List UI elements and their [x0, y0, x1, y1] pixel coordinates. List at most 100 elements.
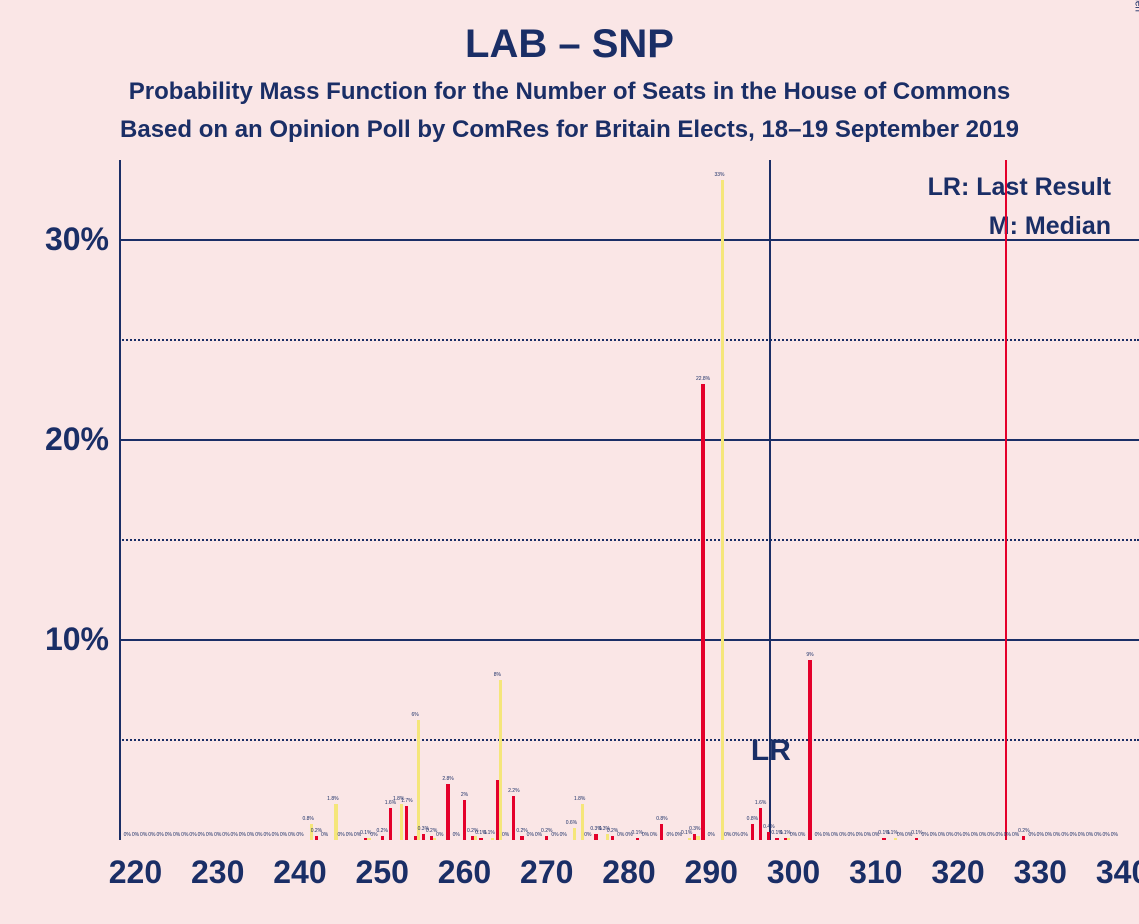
bar-series-a [1022, 836, 1025, 840]
bar-value-label: 0% [255, 832, 262, 838]
bar-series-a [496, 780, 499, 840]
bar-value-label: 0.3% [689, 826, 700, 832]
x-axis-tick-label: 330 [1000, 854, 1080, 891]
bar-series-a [422, 834, 425, 840]
y-axis-tick-label: 20% [19, 421, 109, 458]
chart-subtitle-2: Based on an Opinion Poll by ComRes for B… [0, 116, 1139, 144]
gridline-major [119, 639, 1139, 641]
bar-value-label: 0% [996, 832, 1003, 838]
bar-series-a [471, 836, 474, 840]
x-axis-tick-label: 340 [1083, 854, 1139, 891]
bar-series-a [405, 806, 408, 840]
bar-value-label: 0% [206, 832, 213, 838]
bar-series-a [660, 824, 663, 840]
bar-value-label: 0.2% [377, 828, 388, 834]
x-axis-tick-label: 250 [342, 854, 422, 891]
x-axis-tick-label: 260 [424, 854, 504, 891]
chart-subtitle-1: Probability Mass Function for the Number… [0, 78, 1139, 106]
gridline-minor [119, 739, 1139, 741]
bar-value-label: 0% [214, 832, 221, 838]
bar-series-a [915, 838, 918, 840]
bar-value-label: 0% [560, 832, 567, 838]
bar-value-label: 0% [963, 832, 970, 838]
bar-series-b [573, 828, 576, 840]
bar-value-label: 0% [847, 832, 854, 838]
bar-value-label: 0% [165, 832, 172, 838]
x-axis-tick-label: 220 [95, 854, 175, 891]
bar-value-label: 0% [527, 832, 534, 838]
bar-value-label: 0% [856, 832, 863, 838]
bar-value-label: 0% [667, 832, 674, 838]
gridline-minor [119, 539, 1139, 541]
chart-plot-area: LR0%0%0%0%0%0%0%0%0%0%0%0%0%0%0%0%0%0%0%… [119, 160, 1139, 840]
bar-series-a [463, 800, 466, 840]
bar-series-a [693, 834, 696, 840]
bar-series-a [520, 836, 523, 840]
x-axis-tick-label: 310 [836, 854, 916, 891]
bar-value-label: 0.1% [483, 830, 494, 836]
bar-value-label: 0% [642, 832, 649, 838]
x-axis-tick-label: 270 [507, 854, 587, 891]
bar-series-a [882, 838, 885, 840]
bar-series-a [414, 836, 417, 840]
bar-value-label: 22.8% [696, 376, 710, 382]
bar-value-label: 0% [181, 832, 188, 838]
gridline-major [119, 439, 1139, 441]
bar-value-label: 1.6% [755, 800, 766, 806]
bar-value-label: 0% [1028, 832, 1035, 838]
bar-value-label: 0% [231, 832, 238, 838]
gridline-minor [119, 339, 1139, 341]
bar-value-label: 0% [296, 832, 303, 838]
bar-series-b [721, 180, 724, 840]
bar-value-label: 0% [979, 832, 986, 838]
bar-value-label: 0% [708, 832, 715, 838]
bar-value-label: 0% [239, 832, 246, 838]
bar-value-label: 1.8% [327, 796, 338, 802]
x-axis-tick-label: 240 [260, 854, 340, 891]
bar-series-b [491, 838, 494, 840]
bar-value-label: 0% [1070, 832, 1077, 838]
bar-value-label: 0% [157, 832, 164, 838]
bar-series-b [688, 838, 691, 840]
bar-value-label: 0% [222, 832, 229, 838]
bar-value-label: 0% [839, 832, 846, 838]
bar-series-a [364, 838, 367, 840]
bar-series-b [433, 838, 436, 840]
bar-value-label: 9% [806, 652, 813, 658]
bar-series-a [759, 808, 762, 840]
bar-value-label: 0% [148, 832, 155, 838]
bar-value-label: 0% [198, 832, 205, 838]
bar-value-label: 0% [453, 832, 460, 838]
bar-series-b [417, 720, 420, 840]
median-line [1005, 160, 1007, 840]
bar-value-label: 0% [1111, 832, 1118, 838]
bar-series-a [775, 838, 778, 840]
bar-value-label: 0% [864, 832, 871, 838]
bar-value-label: 6% [412, 712, 419, 718]
bar-series-a [381, 836, 384, 840]
last-result-label: LR [751, 734, 791, 768]
gridline-major [119, 239, 1139, 241]
bar-value-label: 0% [337, 832, 344, 838]
bar-value-label: 0% [1078, 832, 1085, 838]
copyright-label: © 2019 Filip van Laenen [1133, 0, 1139, 12]
bar-value-label: 0% [897, 832, 904, 838]
bar-value-label: 1.8% [574, 796, 585, 802]
bar-value-label: 0% [272, 832, 279, 838]
bar-value-label: 0% [1102, 832, 1109, 838]
chart-title: LAB – SNP [0, 22, 1139, 67]
bar-value-label: 0% [502, 832, 509, 838]
bar-series-b [400, 804, 403, 840]
bar-value-label: 0% [741, 832, 748, 838]
bar-value-label: 0% [798, 832, 805, 838]
bar-series-b [894, 838, 897, 840]
bar-value-label: 0% [124, 832, 131, 838]
bar-value-label: 0% [247, 832, 254, 838]
bar-series-b [367, 838, 370, 840]
bar-value-label: 0% [551, 832, 558, 838]
bar-series-b [474, 836, 477, 840]
bar-value-label: 0% [987, 832, 994, 838]
bar-series-a [315, 836, 318, 840]
bar-value-label: 2% [461, 792, 468, 798]
bar-value-label: 0% [971, 832, 978, 838]
